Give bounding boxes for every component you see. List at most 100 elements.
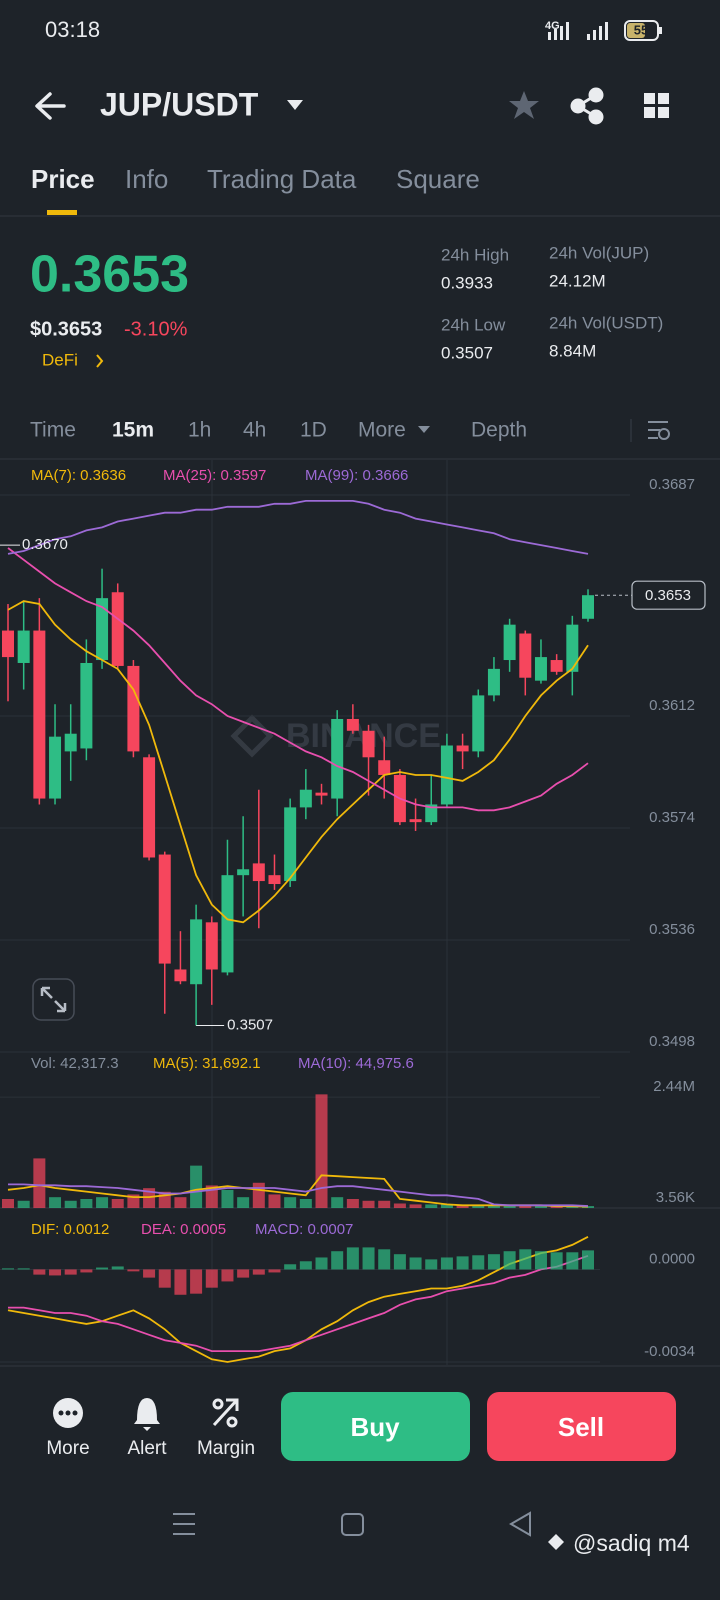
bar bbox=[284, 1264, 297, 1270]
indicator-line bbox=[7, 500, 589, 555]
y-tick-label: 0.3536 bbox=[649, 921, 695, 938]
bar bbox=[456, 1205, 469, 1208]
action-label[interactable]: Alert bbox=[127, 1438, 167, 1459]
usd-price: $0.3653 bbox=[30, 318, 102, 340]
bar bbox=[205, 1185, 218, 1208]
bar bbox=[17, 1268, 30, 1270]
bar bbox=[111, 1266, 124, 1270]
battery-level bbox=[627, 23, 645, 38]
favorite-star[interactable] bbox=[509, 91, 539, 119]
bar bbox=[268, 1269, 281, 1273]
bar bbox=[362, 1200, 375, 1208]
candle-body bbox=[205, 922, 218, 970]
action-label[interactable]: More bbox=[46, 1438, 89, 1459]
y-tick-label: 0.3687 bbox=[649, 476, 695, 493]
sell-button[interactable] bbox=[487, 1392, 676, 1461]
candle-body bbox=[96, 598, 109, 661]
candle-body bbox=[472, 695, 485, 752]
bar bbox=[284, 1197, 297, 1208]
bar bbox=[64, 1200, 77, 1208]
tab[interactable]: Trading Data bbox=[207, 164, 357, 194]
sector-chevron bbox=[96, 354, 104, 368]
bar bbox=[127, 1269, 140, 1272]
share-icon[interactable] bbox=[570, 87, 604, 125]
chart-area: 0.3687 0.3612 0.3574 0.3536 0.3498 MA(7): 0.3… bbox=[0, 467, 706, 1363]
bar bbox=[534, 1205, 547, 1208]
stat-label: 24h Low bbox=[441, 315, 506, 334]
stat-value: 24.12M bbox=[549, 271, 606, 290]
bar bbox=[472, 1205, 485, 1208]
candle-body bbox=[64, 733, 77, 752]
tab-bar: Price Info Trading Data Square bbox=[31, 164, 480, 215]
candle-body bbox=[111, 592, 124, 666]
more-dropdown[interactable] bbox=[418, 426, 430, 433]
bar bbox=[111, 1199, 124, 1208]
pair-dropdown[interactable] bbox=[287, 100, 303, 110]
alert-icon[interactable] bbox=[134, 1398, 160, 1431]
legend-entry: MA(5): 31,692.1 bbox=[153, 1055, 261, 1072]
candle-body bbox=[268, 875, 281, 885]
interval[interactable]: 1D bbox=[300, 419, 327, 442]
bar bbox=[96, 1267, 109, 1270]
price-change: -3.10% bbox=[124, 318, 188, 340]
battery-text: 55 bbox=[634, 22, 648, 37]
high-label: 0.3670 bbox=[22, 536, 68, 553]
buy-label[interactable]: Buy bbox=[350, 1412, 400, 1442]
y-tick-label: 0.3574 bbox=[649, 809, 695, 826]
bar bbox=[519, 1249, 532, 1270]
grid-menu-icon[interactable] bbox=[644, 93, 669, 118]
sector-tag[interactable]: DeFi bbox=[42, 350, 78, 369]
stat-label: 24h High bbox=[441, 245, 509, 264]
tab-underline bbox=[47, 210, 77, 215]
candle-body bbox=[331, 718, 344, 799]
tab[interactable]: Info bbox=[125, 164, 168, 194]
chart-settings-icon[interactable] bbox=[648, 421, 670, 440]
y-tick-label: 0.3498 bbox=[649, 1033, 695, 1050]
interval[interactable]: Depth bbox=[471, 419, 527, 442]
bar bbox=[378, 1200, 391, 1208]
candle-body bbox=[49, 736, 62, 799]
candle-body bbox=[534, 657, 547, 681]
nav-buttons[interactable] bbox=[173, 1511, 531, 1537]
bar bbox=[425, 1204, 438, 1208]
stat-value: 8.84M bbox=[549, 341, 596, 360]
bar bbox=[190, 1165, 203, 1208]
candle-body bbox=[174, 969, 187, 982]
bar bbox=[143, 1269, 156, 1278]
buy-button[interactable] bbox=[281, 1392, 470, 1461]
interval[interactable]: More bbox=[358, 419, 406, 442]
indicator-line bbox=[7, 600, 589, 924]
bar bbox=[17, 1200, 30, 1208]
bar bbox=[503, 1251, 516, 1270]
bar bbox=[49, 1269, 62, 1276]
interval[interactable]: 1h bbox=[188, 419, 211, 442]
candle-body bbox=[582, 595, 594, 619]
stat-value: 0.3933 bbox=[441, 273, 493, 292]
bar bbox=[409, 1204, 422, 1208]
interval[interactable]: 15m bbox=[112, 419, 154, 442]
candle-body bbox=[237, 869, 250, 876]
tab[interactable]: Square bbox=[396, 164, 480, 194]
interval[interactable]: Time bbox=[30, 419, 76, 442]
candle-body bbox=[409, 819, 422, 823]
tab[interactable]: Price bbox=[31, 164, 95, 194]
action-label[interactable]: Margin bbox=[197, 1438, 255, 1459]
overlay-icon bbox=[548, 1534, 564, 1550]
stat-label: 24h Vol(USDT) bbox=[549, 313, 663, 332]
bar bbox=[33, 1269, 46, 1275]
fullscreen-button[interactable] bbox=[32, 978, 75, 1021]
bar bbox=[550, 1252, 563, 1270]
bar bbox=[96, 1197, 109, 1208]
sell-label[interactable]: Sell bbox=[558, 1412, 604, 1442]
signal-icons bbox=[548, 22, 608, 40]
margin-icon[interactable] bbox=[212, 1398, 239, 1428]
pair-title[interactable]: JUP/USDT bbox=[100, 86, 259, 122]
candle-body bbox=[127, 665, 140, 752]
bar bbox=[582, 1206, 594, 1208]
bar bbox=[268, 1194, 281, 1208]
candle-body bbox=[440, 745, 453, 805]
battery-tip bbox=[659, 27, 662, 34]
back-button[interactable] bbox=[35, 92, 66, 120]
interval[interactable]: 4h bbox=[243, 419, 266, 442]
